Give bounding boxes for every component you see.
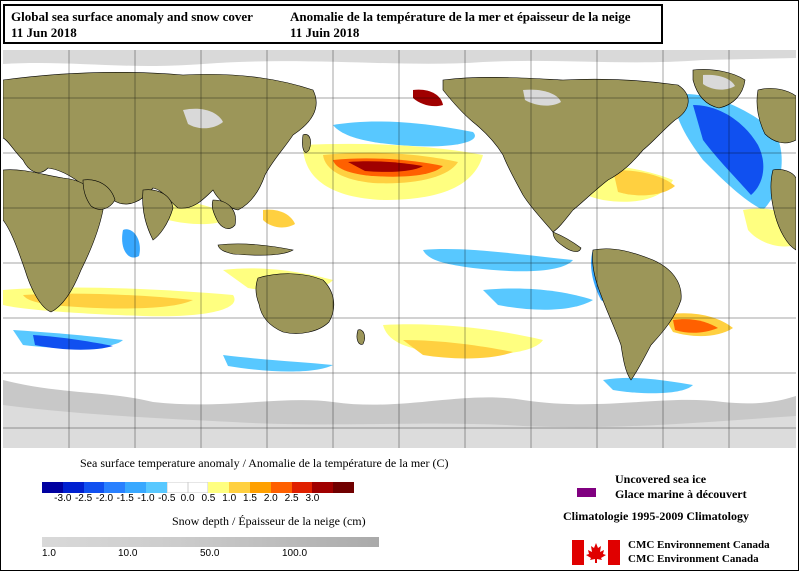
snow-tick-label: 50.0 [200,548,220,559]
sst-tick-label: 1.0 [222,493,237,504]
central-america [552,231,582,252]
sst-swatch [104,482,126,493]
land-snow [183,74,735,129]
sst-tick-label: -1.0 [137,493,155,504]
ice-label-fr: Glace marine à découvert [615,487,747,501]
graticule [3,50,796,448]
indonesia [217,243,294,256]
sst-legend-title: Sea surface temperature anomaly / Anomal… [80,456,449,470]
sst-swatch [42,482,63,493]
africa [3,169,104,313]
southeast-asia [211,199,236,229]
cmc-credit: CMC Environnement Canada CMC Environment… [628,538,770,566]
india [142,189,174,241]
south-america [592,248,682,381]
sst-swatch [187,482,209,493]
north-america [442,76,689,233]
snow-tick-label: 10.0 [118,548,138,559]
snow-depth-scale [42,537,379,547]
sst-swatch [291,482,313,493]
sst-tick-label: -1.5 [116,493,134,504]
ice-label-en: Uncovered sea ice [615,472,707,486]
sst-swatch [83,482,105,493]
sst-tick-label: 2.0 [263,493,278,504]
sst-swatch [125,482,146,493]
sst-tick-label: 2.5 [284,493,299,504]
sst-swatch [312,482,334,493]
eurasia [3,71,317,211]
snow-legend-title: Snow depth / Épaisseur de la neige (cm) [172,514,366,528]
land-masses [3,69,796,381]
title-english: Global sea surface anomaly and snow cove… [11,9,253,41]
snow-tick-label: 100.0 [282,548,308,559]
sst-tick-label: -3.0 [54,493,72,504]
sst-color-scale [42,482,354,493]
australia [255,273,335,334]
title-box: Global sea surface anomaly and snow cove… [3,4,663,44]
snow-tick-labels: 1.0 10.0 50.0 100.0 [42,548,379,562]
arabia [82,179,116,210]
sst-swatch [229,482,250,493]
sst-swatch [208,482,230,493]
cmc-credit-fr: CMC Environnement Canada [628,539,770,551]
sst-swatch [166,482,188,493]
sst-swatch [249,482,271,493]
sst-tick-label: -2.5 [74,493,93,504]
sst-tick-label: 1.5 [243,493,257,504]
canada-flag-icon [572,540,620,565]
sst-tick-label: 0.5 [201,493,216,504]
title-french: Anomalie de la température de la mer et … [290,9,630,41]
climatology-note: Climatologie 1995-2009 Climatology [563,509,749,523]
europe-west [756,88,796,144]
sst-swatch [333,482,354,493]
sst-tick-label: 0.0 [180,493,195,504]
date-fr-text: 11 Juin 2018 [290,25,360,40]
sea-ice-swatch [577,488,596,497]
africa-east-wrap [770,169,796,251]
sst-swatch [62,482,84,493]
sst-tick-label: -0.5 [158,493,176,504]
sea-ice-legend-text: Uncovered sea ice Glace marine à découve… [615,472,747,502]
new-zealand [356,329,365,345]
title-fr-text: Anomalie de la température de la mer et … [290,9,631,24]
sst-swatch [270,482,292,493]
sst-tick-label: -2.0 [95,493,114,504]
snow-tick-label: 1.0 [42,548,56,559]
sst-tick-labels: -3.0 -2.5 -2.0 -1.5 -1.0 -0.5 0.0 0.5 1.0 1.5 2.0 2… [42,493,354,507]
sst-swatch [145,482,167,493]
date-en-text: 11 Jun 2018 [11,25,77,40]
japan [302,134,311,153]
cmc-credit-en: CMC Environment Canada [628,553,759,565]
title-en-text: Global sea surface anomaly and snow cove… [11,9,253,24]
sst-tick-label: 3.0 [305,493,320,504]
global-sst-map [3,50,796,448]
